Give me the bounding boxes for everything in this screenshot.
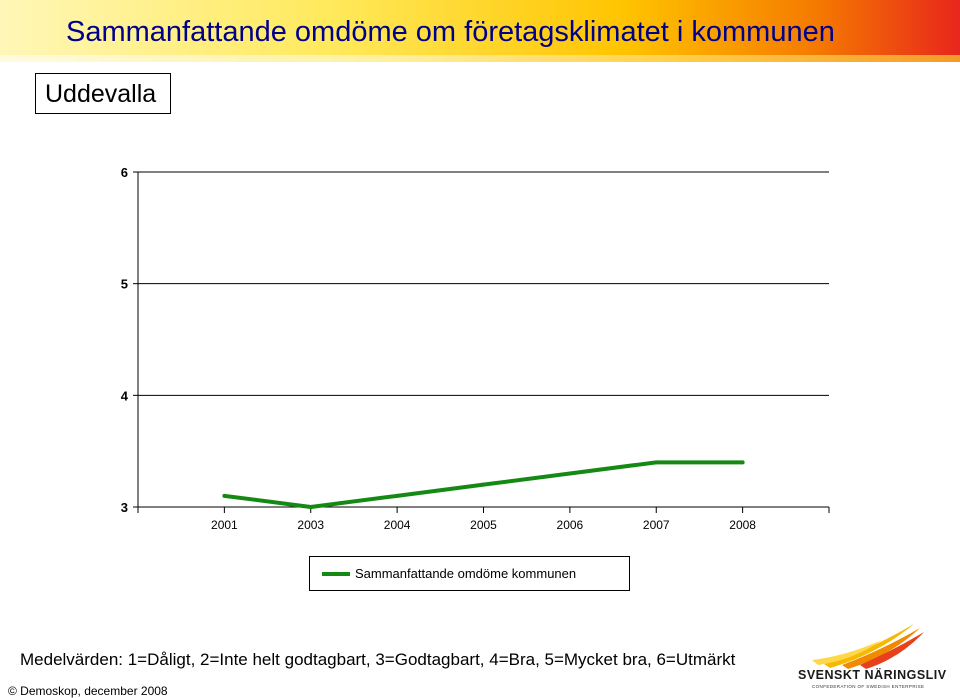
data-point-2007 — [654, 460, 659, 465]
data-point-2004 — [395, 493, 400, 498]
copyright-text: © Demoskop, december 2008 — [8, 684, 168, 698]
y-tick-label-3: 3 — [121, 500, 128, 515]
municipality-label: Uddevalla — [35, 73, 171, 114]
data-point-2001 — [222, 493, 227, 498]
y-tick-label-6: 6 — [121, 165, 128, 180]
x-tick-label-2003: 2003 — [297, 518, 324, 532]
x-tick-label-2001: 2001 — [211, 518, 238, 532]
swoosh-logo-icon — [812, 624, 924, 669]
data-point-2006 — [567, 471, 572, 476]
scale-footnote: Medelvärden: 1=Dåligt, 2=Inte helt godta… — [20, 650, 736, 669]
data-point-2003 — [308, 505, 313, 509]
y-tick-label-4: 4 — [121, 388, 129, 403]
x-tick-label-2005: 2005 — [470, 518, 497, 532]
y-tick-label-5: 5 — [121, 277, 128, 292]
x-tick-label-2007: 2007 — [643, 518, 670, 532]
title-band — [0, 0, 960, 62]
logo-name: SVENSKT NÄRINGSLIV — [798, 668, 947, 682]
logo-tagline: CONFEDERATION OF SWEDISH ENTERPRISE — [812, 684, 925, 689]
legend-label: Sammanfattande omdöme kommunen — [355, 566, 577, 581]
svenskt-naringsliv-logo: SVENSKT NÄRINGSLIV CONFEDERATION OF SWED… — [796, 620, 956, 698]
data-point-2008 — [740, 460, 745, 465]
data-point-2005 — [481, 482, 486, 487]
x-tick-label-2008: 2008 — [729, 518, 756, 532]
page-title: Sammanfattande omdöme om företagsklimate… — [66, 16, 835, 48]
x-tick-label-2004: 2004 — [384, 518, 411, 532]
legend-swatch — [322, 572, 350, 576]
chart-legend: Sammanfattande omdöme kommunen — [309, 556, 630, 591]
x-tick-label-2006: 2006 — [557, 518, 584, 532]
